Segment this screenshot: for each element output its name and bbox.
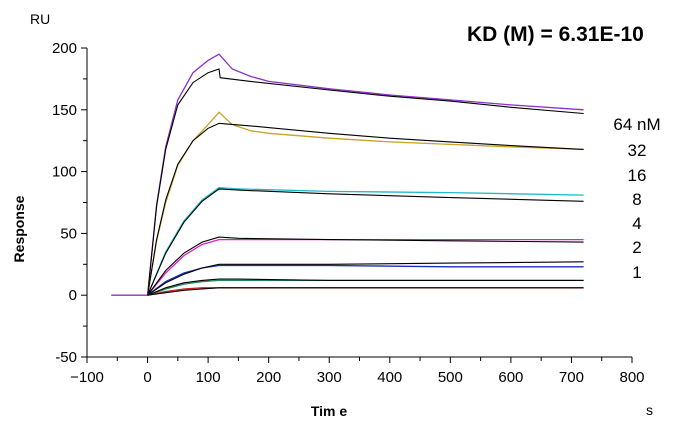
y-tick-label: 50 xyxy=(60,225,77,242)
concentration-label: 32 xyxy=(628,141,647,160)
axes: -50 0 50 100 150 200 −100 0 100 200 300 400 500 600 70… xyxy=(52,40,645,386)
series-7 xyxy=(147,287,584,296)
x-tick-label: 500 xyxy=(438,369,463,386)
series-1 xyxy=(111,53,584,296)
series-4-data-line xyxy=(147,238,584,296)
series-5-data-line xyxy=(147,264,584,296)
series-1-fit-line xyxy=(147,68,584,296)
labels: RU s KD (M) = 6.31E-10 Tim e Response 64… xyxy=(11,11,661,419)
concentration-label: 4 xyxy=(632,214,641,233)
x-tick-label: −100 xyxy=(70,369,104,386)
chart-title: KD (M) = 6.31E-10 xyxy=(467,23,644,46)
series-7-fit-line xyxy=(147,287,584,296)
series-group xyxy=(111,53,584,296)
x-tick-label: 600 xyxy=(498,369,523,386)
series-6 xyxy=(147,278,584,296)
concentration-label: 8 xyxy=(632,190,641,209)
y-tick-label: 100 xyxy=(52,164,77,181)
series-4 xyxy=(147,236,584,296)
series-4-fit-line xyxy=(147,236,584,296)
y-tick-label: -50 xyxy=(55,349,77,366)
concentration-label: 64 nM xyxy=(613,115,660,134)
y-tick-label: 150 xyxy=(52,102,77,119)
series-2 xyxy=(146,111,584,296)
x-axis-title: Tim e xyxy=(311,403,348,419)
series-2-fit-line xyxy=(147,122,584,296)
concentration-label: 16 xyxy=(628,166,647,185)
x-tick-label: 100 xyxy=(196,369,221,386)
series-1-data-line xyxy=(111,53,584,296)
series-2-data-line xyxy=(146,111,584,296)
x-tick-label: 0 xyxy=(143,369,151,386)
y-tick-label: 200 xyxy=(52,40,77,57)
x-tick-label: 700 xyxy=(559,369,584,386)
y-unit-label: RU xyxy=(30,11,50,27)
x-tick-label: 300 xyxy=(317,369,342,386)
concentration-label: 2 xyxy=(632,238,641,257)
series-3 xyxy=(147,187,584,296)
series-5-fit-line xyxy=(147,261,584,296)
y-tick-label: 0 xyxy=(69,287,77,304)
series-6-fit-line xyxy=(147,278,584,296)
series-5 xyxy=(147,261,584,296)
concentration-label: 1 xyxy=(632,263,641,282)
series-7-data-line xyxy=(147,287,584,296)
x-tick-label: 200 xyxy=(256,369,281,386)
series-3-data-line xyxy=(147,187,584,296)
x-tick-label: 400 xyxy=(377,369,402,386)
x-unit-label: s xyxy=(646,402,653,418)
y-axis-title: Response xyxy=(11,195,27,262)
series-3-fit-line xyxy=(147,188,584,296)
x-tick-label: 800 xyxy=(619,369,644,386)
